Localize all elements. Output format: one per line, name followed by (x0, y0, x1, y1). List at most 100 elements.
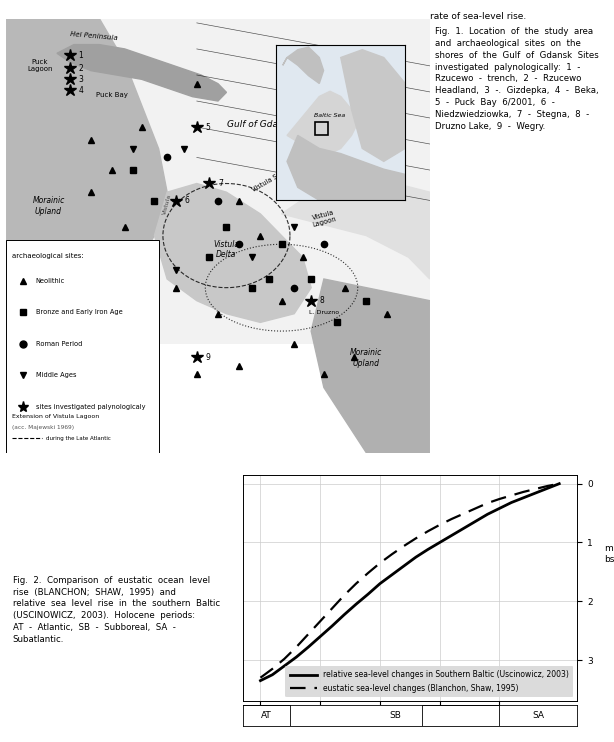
Polygon shape (155, 183, 311, 322)
Polygon shape (341, 50, 405, 161)
eustatic sea-level changes (Blanchon, Shaw, 1995) (317, 617, 324, 626)
Text: Extension of Vistula Lagoon: Extension of Vistula Lagoon (12, 414, 99, 419)
Text: 6: 6 (184, 197, 189, 206)
Text: yaers °C BP: yaers °C BP (512, 710, 565, 719)
Text: 5: 5 (38, 401, 42, 406)
Text: L. Druzno: L. Druzno (309, 309, 339, 315)
relative sea-level changes in Southern Baltic (Uscinowicz, 2003) (460, 524, 467, 533)
relative sea-level changes in Southern Baltic (Uscinowicz, 2003) (472, 517, 480, 526)
eustatic sea-level changes (Blanchon, Shaw, 1995) (376, 559, 384, 568)
relative sea-level changes in Southern Baltic (Uscinowicz, 2003) (340, 611, 348, 620)
eustatic sea-level changes (Blanchon, Shaw, 1995) (424, 527, 432, 536)
Bar (195, 705, 243, 726)
relative sea-level changes in Southern Baltic (Uscinowicz, 2003) (281, 661, 288, 670)
relative sea-level changes in Southern Baltic (Uscinowicz, 2003) (388, 571, 395, 580)
Bar (315, 122, 328, 136)
Text: 2: 2 (78, 64, 83, 73)
Polygon shape (282, 47, 324, 84)
Text: Baltic Sea: Baltic Sea (314, 114, 346, 118)
Text: 0: 0 (9, 401, 12, 406)
eustatic sea-level changes (Blanchon, Shaw, 1995) (305, 630, 312, 639)
eustatic sea-level changes (Blanchon, Shaw, 1995) (436, 520, 443, 529)
eustatic sea-level changes (Blanchon, Shaw, 1995) (484, 499, 491, 508)
relative sea-level changes in Southern Baltic (Uscinowicz, 2003) (412, 553, 419, 562)
eustatic sea-level changes (Blanchon, Shaw, 1995) (472, 504, 480, 513)
relative sea-level changes in Southern Baltic (Uscinowicz, 2003) (328, 622, 336, 631)
Bar (81, 705, 290, 726)
relative sea-level changes in Southern Baltic (Uscinowicz, 2003) (484, 510, 491, 519)
relative sea-level changes in Southern Baltic (Uscinowicz, 2003) (436, 538, 443, 547)
Text: AT: AT (261, 711, 272, 720)
eustatic sea-level changes (Blanchon, Shaw, 1995) (412, 534, 419, 543)
Text: Vistula
Delta: Vistula Delta (214, 240, 239, 259)
eustatic sea-level changes (Blanchon, Shaw, 1995) (460, 509, 467, 518)
Polygon shape (287, 91, 358, 154)
eustatic sea-level changes (Blanchon, Shaw, 1995) (532, 485, 539, 493)
Text: (acc. Majewski 1969): (acc. Majewski 1969) (12, 424, 75, 430)
Text: SB: SB (389, 711, 401, 720)
relative sea-level changes in Southern Baltic (Uscinowicz, 2003) (532, 489, 539, 498)
eustatic sea-level changes (Blanchon, Shaw, 1995) (352, 580, 360, 588)
Text: Vistula
Lagoon: Vistula Lagoon (310, 209, 338, 228)
Text: N: N (26, 278, 37, 291)
relative sea-level changes in Southern Baltic (Uscinowicz, 2003) (352, 600, 360, 608)
Legend: relative sea-level changes in Southern Baltic (Uscinowicz, 2003), eustatic sea-l: relative sea-level changes in Southern B… (286, 666, 573, 697)
Text: during the Late Atlantic: during the Late Atlantic (47, 436, 111, 441)
Text: 1: 1 (78, 51, 83, 60)
eustatic sea-level changes (Blanchon, Shaw, 1995) (495, 494, 503, 503)
eustatic sea-level changes (Blanchon, Shaw, 1995) (543, 482, 551, 490)
relative sea-level changes in Southern Baltic (Uscinowicz, 2003) (317, 632, 324, 641)
relative sea-level changes in Southern Baltic (Uscinowicz, 2003) (305, 643, 312, 651)
Text: 3: 3 (78, 75, 83, 84)
Text: Gulf of Gdansk: Gulf of Gdansk (227, 120, 293, 129)
Text: Middle Ages: Middle Ages (36, 372, 76, 378)
Text: Neolithic: Neolithic (36, 278, 65, 284)
eustatic sea-level changes (Blanchon, Shaw, 1995) (364, 568, 371, 577)
Text: archaeological sites:: archaeological sites: (12, 253, 84, 259)
relative sea-level changes in Southern Baltic (Uscinowicz, 2003) (364, 590, 371, 599)
relative sea-level changes in Southern Baltic (Uscinowicz, 2003) (448, 531, 456, 540)
Text: Morainic
Upland: Morainic Upland (33, 197, 64, 216)
eustatic sea-level changes (Blanchon, Shaw, 1995) (519, 487, 527, 496)
eustatic sea-level changes (Blanchon, Shaw, 1995) (293, 643, 300, 651)
Polygon shape (281, 171, 430, 279)
Text: SA: SA (532, 711, 545, 720)
relative sea-level changes in Southern Baltic (Uscinowicz, 2003) (543, 484, 551, 493)
Text: Vistula: Vistula (162, 193, 173, 215)
eustatic sea-level changes (Blanchon, Shaw, 1995) (388, 550, 395, 559)
relative sea-level changes in Southern Baltic (Uscinowicz, 2003) (376, 580, 384, 588)
Polygon shape (287, 136, 405, 200)
Text: Hel Peninsula: Hel Peninsula (69, 31, 118, 42)
eustatic sea-level changes (Blanchon, Shaw, 1995) (281, 654, 288, 663)
Bar (422, 705, 499, 726)
Text: 4: 4 (78, 85, 83, 95)
Text: m
bsl: m bsl (604, 545, 614, 564)
eustatic sea-level changes (Blanchon, Shaw, 1995) (257, 673, 264, 682)
Text: 9: 9 (205, 352, 210, 361)
Text: Fig.  1.  Location  of  the  study  area
and  archaeological  sites  on  the
sho: Fig. 1. Location of the study area and a… (435, 27, 599, 131)
Text: rate of sea-level rise.: rate of sea-level rise. (430, 12, 526, 21)
relative sea-level changes in Southern Baltic (Uscinowicz, 2003) (269, 670, 276, 679)
Polygon shape (6, 19, 167, 453)
Text: Morainic
Upland: Morainic Upland (350, 349, 383, 368)
Line: relative sea-level changes in Southern Baltic (Uscinowicz, 2003): relative sea-level changes in Southern B… (260, 484, 559, 680)
eustatic sea-level changes (Blanchon, Shaw, 1995) (328, 604, 336, 613)
eustatic sea-level changes (Blanchon, Shaw, 1995) (556, 479, 563, 488)
eustatic sea-level changes (Blanchon, Shaw, 1995) (340, 591, 348, 600)
relative sea-level changes in Southern Baltic (Uscinowicz, 2003) (257, 676, 264, 685)
eustatic sea-level changes (Blanchon, Shaw, 1995) (508, 491, 515, 500)
Text: 7: 7 (218, 179, 223, 188)
FancyBboxPatch shape (6, 240, 158, 453)
Text: 10 km: 10 km (60, 401, 79, 406)
Text: Roman Period: Roman Period (36, 341, 82, 347)
Text: Vistula Spit: Vistula Spit (251, 169, 287, 193)
FancyBboxPatch shape (99, 19, 430, 344)
Polygon shape (57, 45, 227, 101)
Text: Bronze and Early Iron Age: Bronze and Early Iron Age (36, 309, 123, 315)
relative sea-level changes in Southern Baltic (Uscinowicz, 2003) (293, 653, 300, 662)
relative sea-level changes in Southern Baltic (Uscinowicz, 2003) (400, 562, 408, 571)
relative sea-level changes in Southern Baltic (Uscinowicz, 2003) (556, 479, 563, 488)
Line: eustatic sea-level changes (Blanchon, Shaw, 1995): eustatic sea-level changes (Blanchon, Sh… (260, 484, 559, 677)
Text: Puck
Lagoon: Puck Lagoon (27, 59, 53, 72)
relative sea-level changes in Southern Baltic (Uscinowicz, 2003) (508, 498, 515, 507)
